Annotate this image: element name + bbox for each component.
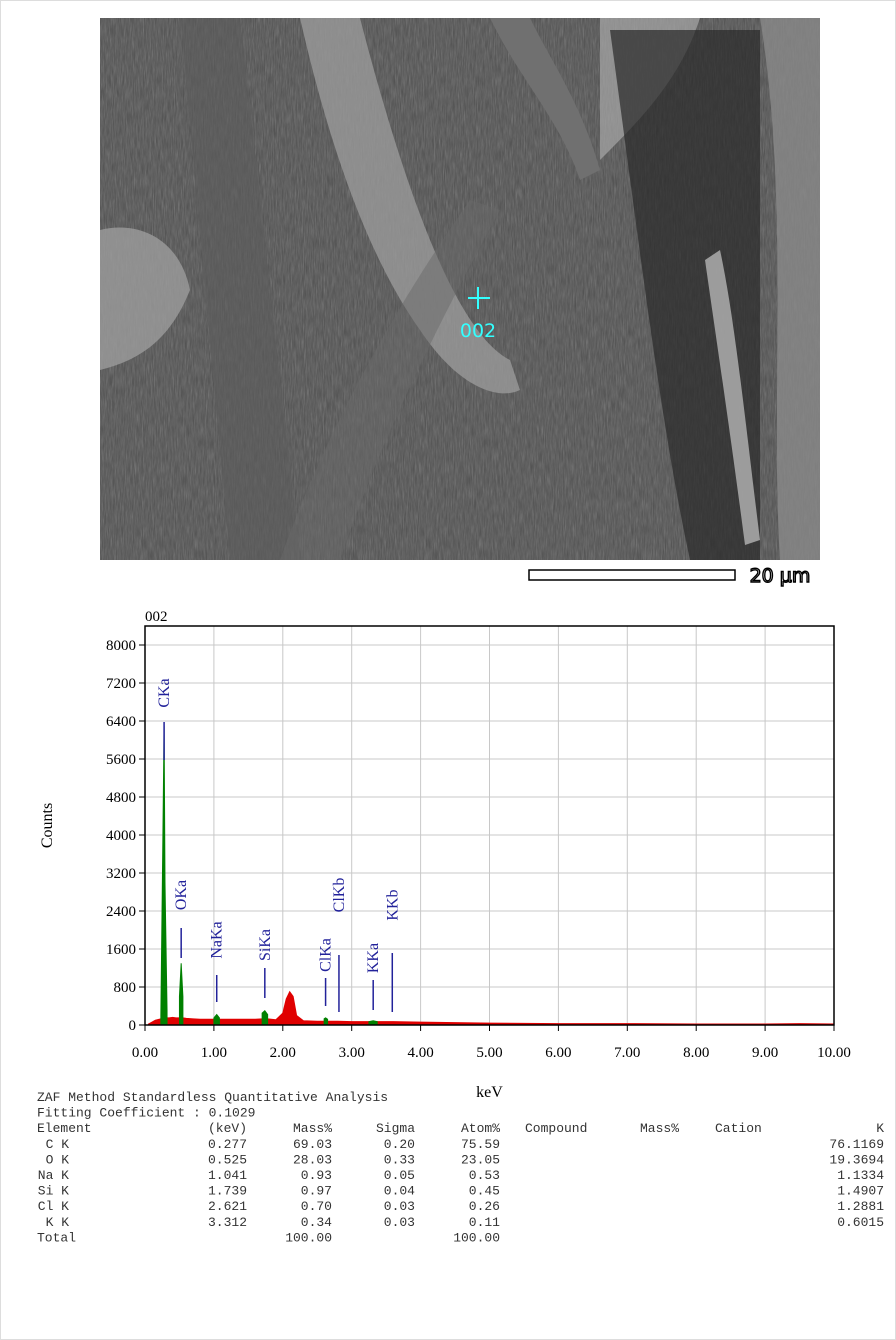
y-tick-label: 4800 [106, 790, 136, 806]
table-cell: 0.20 [384, 1137, 415, 1152]
table-cell: 0.45 [469, 1184, 500, 1199]
x-tick-label: 2.00 [270, 1045, 296, 1061]
table-cell: 1.4907 [837, 1184, 884, 1199]
column-header: Element [37, 1121, 92, 1136]
y-tick-label: 2400 [106, 904, 136, 920]
table-cell: 1.041 [208, 1168, 247, 1183]
table-cell: 69.03 [293, 1137, 332, 1152]
table-cell: 0.26 [469, 1199, 500, 1214]
table-cell: C K [46, 1137, 70, 1152]
y-tick-label: 4000 [106, 828, 136, 844]
table-cell: O K [46, 1152, 70, 1167]
peak-label: ClKb [331, 878, 348, 913]
table-cell: 76.1169 [829, 1137, 884, 1152]
fitting-coefficient: Fitting Coefficient : 0.1029 [37, 1106, 255, 1121]
table-cell: 0.03 [384, 1199, 415, 1214]
column-header: Atom% [461, 1121, 500, 1136]
y-axis-label: Counts [39, 803, 56, 848]
y-tick-label: 800 [114, 980, 137, 996]
table-cell: 2.621 [208, 1199, 247, 1214]
table-cell: 3.312 [208, 1215, 247, 1230]
sem-image [100, 18, 820, 560]
table-cell: Cl K [38, 1199, 69, 1214]
table-title: ZAF Method Standardless Quantitative Ana… [37, 1090, 388, 1105]
peak-label: NaKa [209, 921, 226, 958]
table-cell: Na K [38, 1168, 69, 1183]
x-tick-label: 5.00 [476, 1045, 502, 1061]
peak-label: KKb [384, 889, 401, 920]
scale-bar [529, 570, 735, 580]
table-cell: 1.2881 [837, 1199, 884, 1214]
y-tick-label: 0 [129, 1018, 137, 1034]
column-header: Mass% [640, 1121, 679, 1136]
y-tick-label: 6400 [106, 714, 136, 730]
chart-title: 002 [145, 609, 168, 625]
table-cell: 0.53 [469, 1168, 500, 1183]
table-cell: 0.11 [469, 1215, 500, 1230]
spectrum-area [262, 1011, 268, 1025]
total-cell: 100.00 [285, 1230, 332, 1245]
table-cell: 0.03 [384, 1215, 415, 1230]
page: 002 20 µm 0 800 1600 2400 3200 4000 4800 5600 64… [0, 0, 896, 1340]
column-header: Cation [715, 1121, 762, 1136]
y-tick-label: 8000 [106, 638, 136, 654]
x-tick-label: 0.00 [132, 1045, 158, 1061]
x-axis-label: keV [476, 1084, 503, 1101]
y-tick-label: 1600 [106, 942, 136, 958]
y-tick-label: 3200 [106, 866, 136, 882]
peak-label: KKa [365, 943, 382, 973]
table-cell: 0.93 [301, 1168, 332, 1183]
peak-label: OKa [173, 880, 190, 910]
table-cell: 1.1334 [837, 1168, 884, 1183]
table-cell: 0.04 [384, 1184, 415, 1199]
table-cell: 1.739 [208, 1184, 247, 1199]
column-header: (keV) [208, 1121, 247, 1136]
column-header: Sigma [376, 1121, 415, 1136]
table-cell: Si K [38, 1184, 69, 1199]
table-cell: 19.3694 [829, 1152, 884, 1167]
x-tick-label: 10.00 [817, 1045, 851, 1061]
total-cell: 100.00 [453, 1230, 500, 1245]
column-header: Mass% [293, 1121, 332, 1136]
column-header: K [876, 1121, 884, 1136]
x-tick-label: 3.00 [339, 1045, 365, 1061]
table-cell: K K [46, 1215, 70, 1230]
table-cell: 0.70 [301, 1199, 332, 1214]
table-cell: 23.05 [461, 1152, 500, 1167]
total-cell: Total [37, 1230, 76, 1245]
table-cell: 0.6015 [837, 1215, 884, 1230]
x-tick-label: 7.00 [614, 1045, 640, 1061]
table-cell: 0.33 [384, 1152, 415, 1167]
table-cell: 28.03 [293, 1152, 332, 1167]
scale-label: 20 µm [750, 565, 811, 587]
x-tick-label: 4.00 [407, 1045, 433, 1061]
x-tick-label: 1.00 [201, 1045, 227, 1061]
table-cell: 0.05 [384, 1168, 415, 1183]
peak-label: ClKa [318, 938, 335, 972]
y-tick-label: 5600 [106, 752, 136, 768]
x-tick-label: 6.00 [545, 1045, 571, 1061]
spectrum-area [324, 1018, 327, 1025]
peak-label: SiKa [257, 929, 274, 961]
x-tick-label: 8.00 [683, 1045, 709, 1061]
table-cell: 75.59 [461, 1137, 500, 1152]
x-tick-label: 9.00 [752, 1045, 778, 1061]
table-cell: 0.277 [208, 1137, 247, 1152]
peak-label: CKa [156, 678, 173, 707]
table-cell: 0.525 [208, 1152, 247, 1167]
table-cell: 0.97 [301, 1184, 332, 1199]
table-cell: 0.34 [301, 1215, 332, 1230]
y-tick-label: 7200 [106, 676, 136, 692]
column-header: Compound [525, 1121, 587, 1136]
point-label: 002 [460, 320, 496, 342]
